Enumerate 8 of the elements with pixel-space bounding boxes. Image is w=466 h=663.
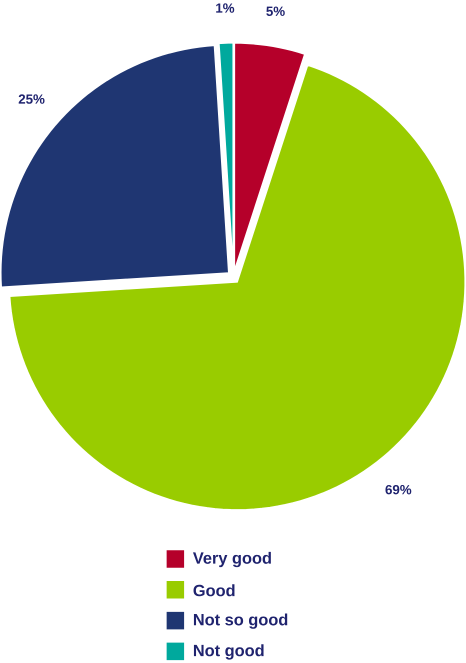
legend-label: Not so good	[194, 613, 288, 629]
data-label: 25%	[18, 94, 45, 104]
data-label: 5%	[266, 6, 285, 16]
data-label: 1%	[216, 3, 234, 13]
data-label: 69%	[386, 484, 412, 494]
legend-label: Not good	[194, 644, 264, 660]
legend-label: Very good	[192, 552, 271, 568]
legend-label: Good	[194, 584, 235, 596]
